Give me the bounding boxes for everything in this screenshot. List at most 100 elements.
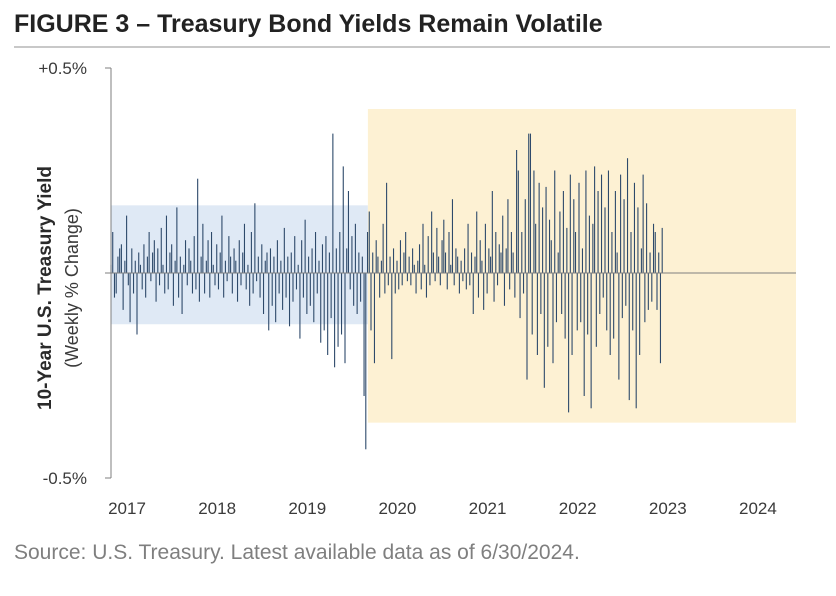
bar: [131, 248, 133, 273]
bar: [299, 273, 301, 339]
bar: [195, 273, 197, 290]
bar: [453, 273, 455, 286]
title-divider: [14, 46, 830, 48]
bar: [642, 174, 644, 273]
bar: [524, 199, 526, 273]
bar: [408, 256, 410, 273]
bar: [476, 211, 478, 273]
bar: [455, 248, 457, 273]
bar: [178, 273, 180, 298]
bar: [280, 260, 282, 273]
bar: [483, 273, 485, 310]
bar: [164, 273, 166, 294]
bar: [595, 273, 597, 347]
bar: [382, 223, 384, 273]
bar: [283, 227, 285, 273]
bar: [427, 236, 429, 273]
bar: [325, 236, 327, 273]
bar: [308, 256, 310, 273]
bar: [559, 211, 561, 273]
bar: [491, 191, 493, 273]
bar: [484, 223, 486, 273]
bar: [574, 232, 577, 273]
source-note: Source: U.S. Treasury. Latest available …: [14, 541, 580, 564]
bar: [197, 178, 199, 273]
bar: [613, 273, 615, 339]
bar: [658, 252, 660, 273]
bar: [394, 273, 396, 294]
bar: [405, 232, 407, 273]
bar: [424, 264, 426, 273]
bar: [396, 260, 398, 273]
bar: [162, 264, 164, 273]
bar: [477, 273, 480, 298]
bar: [210, 232, 213, 273]
bar: [231, 273, 233, 294]
bar: [119, 248, 121, 273]
bar: [387, 273, 389, 286]
bar: [320, 273, 322, 343]
bar: [297, 264, 299, 273]
bar: [467, 223, 469, 273]
bar: [623, 199, 625, 273]
bar: [236, 273, 239, 302]
bar: [554, 170, 556, 273]
bar: [112, 232, 114, 273]
bar: [587, 273, 589, 335]
bar: [434, 273, 436, 282]
bar: [531, 273, 533, 335]
bar: [548, 219, 551, 273]
x-tick-labels: 2017 2018 2019 2020 2021 2022 2023 2024: [108, 499, 777, 518]
bar: [126, 215, 128, 273]
bar: [181, 273, 183, 314]
bar: [588, 215, 590, 273]
bar: [649, 252, 651, 273]
bar: [269, 248, 272, 273]
bar: [358, 252, 360, 273]
bar: [217, 273, 220, 290]
bar: [592, 223, 594, 273]
bar: [646, 203, 648, 273]
bar: [226, 273, 228, 282]
bar: [583, 273, 585, 396]
bar: [594, 166, 596, 273]
bar: [261, 244, 263, 273]
bar: [389, 256, 391, 273]
bar: [517, 170, 519, 273]
bar: [276, 240, 278, 273]
bar: [545, 186, 547, 273]
bar: [339, 232, 341, 273]
bar: [656, 273, 658, 310]
bar: [460, 260, 462, 273]
bar: [327, 273, 329, 355]
x-tick-label: 2020: [378, 499, 416, 518]
bar: [505, 248, 507, 273]
bar: [633, 182, 636, 273]
bar: [632, 273, 634, 331]
bar: [573, 199, 575, 273]
bar: [224, 260, 226, 273]
bar: [542, 207, 544, 273]
bar: [264, 260, 266, 273]
bar: [366, 232, 369, 273]
bar: [498, 244, 500, 273]
bar: [606, 273, 608, 331]
bar: [620, 174, 622, 273]
y-tick-label-top: +0.5%: [38, 59, 87, 78]
bar: [202, 223, 204, 273]
bar: [569, 174, 571, 273]
bar: [413, 264, 415, 273]
bar: [446, 273, 448, 290]
bar: [146, 256, 148, 273]
axes: [105, 67, 796, 479]
bar: [344, 273, 346, 364]
bar: [257, 256, 259, 273]
bar: [158, 273, 161, 286]
bar: [600, 174, 603, 273]
bar: [316, 273, 318, 294]
bar: [292, 273, 294, 302]
bar: [155, 273, 157, 302]
bar: [172, 273, 174, 306]
bar: [183, 264, 185, 273]
bar: [252, 273, 254, 294]
